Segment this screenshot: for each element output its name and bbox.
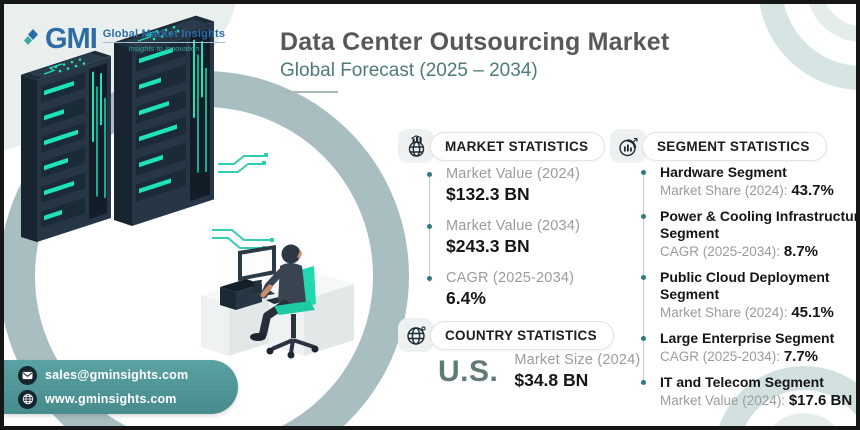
stat-value: 6.4%: [446, 288, 486, 308]
segment-stat-item: IT and Telecom Segment Market Value (202…: [641, 374, 856, 409]
market-statistics-heading: MARKET STATISTICS: [430, 131, 606, 161]
envelope-icon: [18, 365, 37, 385]
stat-value: 8.7%: [783, 243, 819, 260]
gmi-logo-mark-icon: [24, 29, 38, 45]
market-stat-item: Market Value (2034) $243.3 BN: [426, 218, 581, 257]
server-room-illustration: [21, 15, 354, 359]
logo-tagline: Insights to Innovation: [128, 44, 200, 53]
stat-label: Market Value (2034): [446, 218, 581, 234]
country-statistics-heading: COUNTRY STATISTICS: [430, 320, 614, 350]
contact-website[interactable]: www.gminsights.com: [18, 389, 238, 409]
segment-name: Hardware Segment: [660, 164, 787, 180]
contact-email-text: sales@gminsights.com: [45, 368, 189, 382]
market-stat-item: Market Value (2024) $132.3 BN: [426, 166, 581, 205]
contact-website-text: www.gminsights.com: [45, 392, 177, 406]
person-at-desk: [250, 244, 319, 359]
stat-label: Market Value (2024):: [660, 393, 789, 408]
segment-stat-item: Hardware Segment Market Share (2024): 43…: [641, 164, 856, 199]
stat-value: 43.7%: [791, 182, 834, 199]
segment-name: Power & Cooling Infrastructure Segment: [660, 208, 860, 241]
segment-statistics-icon: [610, 129, 646, 163]
market-stat-item: CAGR (2025-2034) 6.4%: [426, 270, 580, 309]
segment-name: IT and Telecom Segment: [660, 374, 824, 390]
server-rack-tall: [114, 15, 214, 227]
server-rack-short: [21, 50, 111, 242]
contact-email[interactable]: sales@gminsights.com: [18, 365, 238, 385]
gmi-logo-text: GMI: [45, 23, 98, 55]
page-subtitle: Global Forecast (2025 – 2034): [280, 60, 538, 81]
stat-label: Market Value (2024): [446, 166, 581, 182]
segment-name: Public Cloud Deployment Segment: [660, 269, 830, 302]
globe-icon: [18, 389, 37, 409]
gmi-logo: GMI Global Market Insights Insights to I…: [24, 23, 226, 55]
stat-label: CAGR (2025-2034): [446, 270, 575, 286]
segment-stat-item: Power & Cooling Infrastructure Segment C…: [641, 208, 860, 260]
segment-stat-item: Large Enterprise Segment CAGR (2025-2034…: [641, 330, 856, 365]
stat-value: $132.3 BN: [446, 184, 530, 204]
stat-value: $243.3 BN: [446, 236, 530, 256]
stat-label: Market Share (2024):: [660, 305, 792, 320]
stat-value: $34.8 BN: [514, 370, 589, 390]
segment-stat-item: Public Cloud Deployment Segment Market S…: [641, 269, 856, 321]
logo-company-name: Global Market Insights: [102, 28, 226, 40]
segment-name: Large Enterprise Segment: [660, 330, 835, 346]
subtitle-underline: [280, 91, 338, 93]
stat-value: 45.1%: [791, 304, 834, 321]
country-statistics-icon: [398, 318, 434, 352]
logo-divider: [102, 42, 226, 43]
contact-banner: sales@gminsights.com www.gminsights.com: [4, 360, 238, 414]
stat-label: Market Share (2024):: [660, 183, 792, 198]
stat-value: $17.6 BN: [788, 392, 853, 409]
background-illustration: [4, 4, 856, 426]
page-title: Data Center Outsourcing Market: [280, 28, 670, 56]
segment-statistics-heading: SEGMENT STATISTICS: [642, 131, 827, 161]
market-statistics-icon: [398, 129, 434, 163]
stat-label: Market Size (2024): [514, 352, 641, 368]
country-name: U.S.: [438, 354, 499, 388]
stat-value: 7.7%: [783, 348, 819, 365]
stat-label: CAGR (2025-2034):: [660, 244, 784, 259]
stat-label: CAGR (2025-2034):: [660, 349, 784, 364]
